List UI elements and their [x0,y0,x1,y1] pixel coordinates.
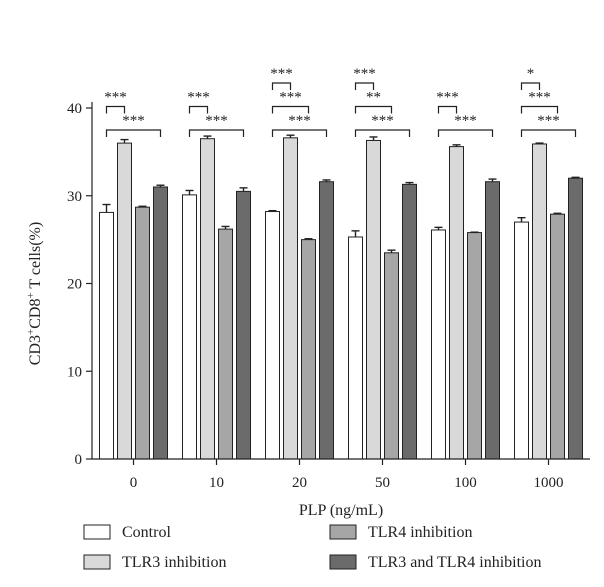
legend-swatch [83,524,111,540]
significance-layer: ****************************************… [104,66,577,137]
significance-bracket [520,82,541,90]
bar-tlr3-and-tlr4-inhibition-0 [153,186,168,460]
significance-bracket [271,82,292,90]
axes-layer: 0 10 20 30 40 0 10 20 50 100 1000 [67,101,590,491]
significance-label: *** [371,113,394,129]
significance-bracket [354,105,393,114]
y-axis-title: CD3+CD8+ T cells(%) [25,222,44,365]
bar-control-100 [431,229,446,460]
significance-bracket [437,129,494,137]
significance-label: *** [436,90,459,106]
significance-label: *** [279,90,302,106]
x-tick-label: 100 [454,475,477,491]
y-tick-label: 40 [67,101,82,117]
bar-tlr3-inhibition-10 [200,138,215,460]
significance-label: *** [528,90,551,106]
bar-tlr3-and-tlr4-inhibition-10 [236,190,251,460]
significance-bracket [105,129,162,137]
bar-tlr4-inhibition-1000 [550,213,565,460]
significance-label: *** [537,113,560,129]
significance-label: *** [353,66,376,82]
legend-label: TLR3 and TLR4 inhibition [368,554,541,571]
bar-tlr3-inhibition-20 [283,137,298,460]
bar-tlr4-inhibition-10 [218,228,233,460]
x-axis-title: PLP (ng/mL) [299,502,383,519]
bar-control-50 [348,236,363,460]
significance-label: *** [270,66,293,82]
significance-label: *** [454,113,477,129]
legend-swatch [329,554,357,570]
legend-label: Control [122,524,171,541]
bars-layer [99,137,583,460]
significance-bracket [354,82,375,90]
significance-bracket [188,105,209,114]
bar-tlr3-and-tlr4-inhibition-20 [319,181,334,460]
significance-bracket [271,129,328,137]
bar-tlr3-inhibition-50 [366,139,381,460]
significance-label: *** [187,90,210,106]
bar-tlr4-inhibition-20 [301,239,316,460]
bar-tlr4-inhibition-100 [467,232,482,460]
y-tick-label: 20 [67,277,82,293]
bar-tlr4-inhibition-50 [384,252,399,460]
bar-tlr3-and-tlr4-inhibition-1000 [568,177,583,460]
significance-bracket [188,129,245,137]
bar-tlr3-inhibition-1000 [532,143,547,460]
legend-label: TLR3 inhibition [122,554,226,571]
bar-control-20 [265,211,280,460]
bar-control-1000 [514,221,529,460]
x-tick-label: 0 [130,475,138,491]
significance-label: ** [366,90,381,106]
significance-bracket [105,105,126,114]
x-tick-label: 10 [209,475,224,491]
legend: Control TLR3 inhibition TLR4 inhibition TLR… [83,524,541,571]
significance-label: *** [122,113,145,129]
y-tick-label: 10 [67,364,82,380]
bar-control-0 [99,211,114,460]
x-tick-label: 50 [375,475,390,491]
significance-bracket [271,105,310,114]
x-tick-label: 20 [292,475,307,491]
y-tick-label: 0 [75,452,83,468]
significance-label: * [527,66,535,82]
error-bars-layer [102,134,580,253]
significance-bracket [520,105,559,114]
significance-label: *** [104,90,127,106]
legend-swatch [329,524,357,540]
bar-tlr4-inhibition-0 [135,206,150,460]
significance-bracket [354,129,411,137]
significance-label: *** [205,113,228,129]
bar-tlr3-and-tlr4-inhibition-100 [485,181,500,460]
legend-swatch [83,554,111,570]
bar-tlr3-inhibition-0 [117,142,132,460]
bar-tlr3-inhibition-100 [449,146,464,460]
bar-control-10 [182,194,197,460]
significance-label: *** [288,113,311,129]
bar-tlr3-and-tlr4-inhibition-50 [402,183,417,460]
y-tick-label: 30 [67,189,82,205]
significance-bracket [520,129,577,137]
legend-label: TLR4 inhibition [368,524,472,541]
x-tick-label: 1000 [534,475,564,491]
significance-bracket [437,105,458,114]
